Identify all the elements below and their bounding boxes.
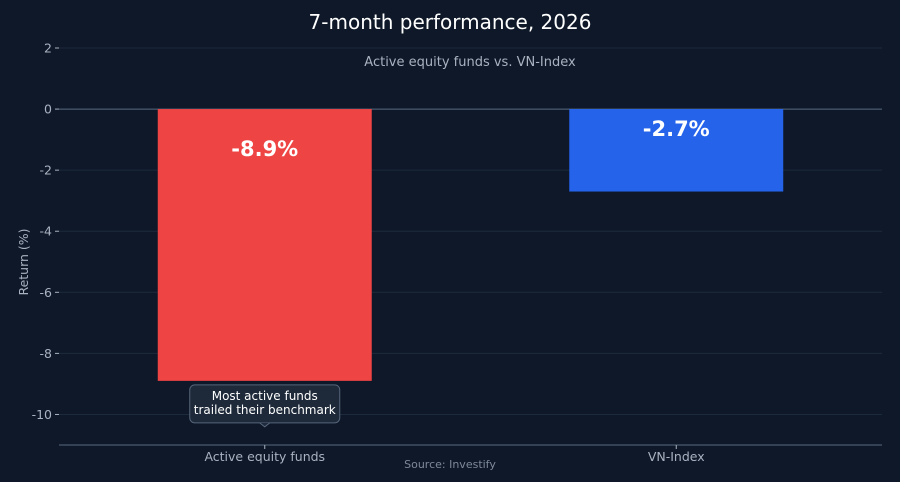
source-note: Source: Investify <box>404 458 496 471</box>
y-tick-label: 2 <box>44 41 52 56</box>
bar-vn-index <box>569 109 784 192</box>
x-tick-label: Active equity funds <box>204 449 325 464</box>
y-tick-label: 0 <box>44 102 52 117</box>
data-labels: -8.9% -2.7% <box>231 117 709 161</box>
data-label: -2.7% <box>643 117 710 141</box>
bars <box>157 109 784 381</box>
y-tick-label: -4 <box>40 224 53 239</box>
y-tick-label: -6 <box>40 285 53 300</box>
y-axis-label: Return (%) <box>16 228 31 295</box>
bar-active-equity-funds <box>157 109 372 381</box>
chart-subtitle: Active equity funds vs. VN-Index <box>364 55 576 70</box>
annotation-text: trailed their benchmark <box>194 403 336 417</box>
data-label: -8.9% <box>231 137 298 161</box>
y-tick-label: -8 <box>40 346 53 361</box>
x-tick-label: VN-Index <box>648 449 705 464</box>
annotation-text: Most active funds <box>212 389 318 403</box>
y-axis: 2 0 -2 -4 -6 -8 -10 <box>32 41 59 422</box>
x-axis: Active equity funds VN-Index <box>59 444 882 464</box>
y-tick-label: -10 <box>32 407 52 422</box>
y-tick-label: -2 <box>40 163 52 178</box>
chart-title: 7-month performance, 2026 <box>309 10 592 34</box>
annotation-pointer <box>259 422 271 428</box>
